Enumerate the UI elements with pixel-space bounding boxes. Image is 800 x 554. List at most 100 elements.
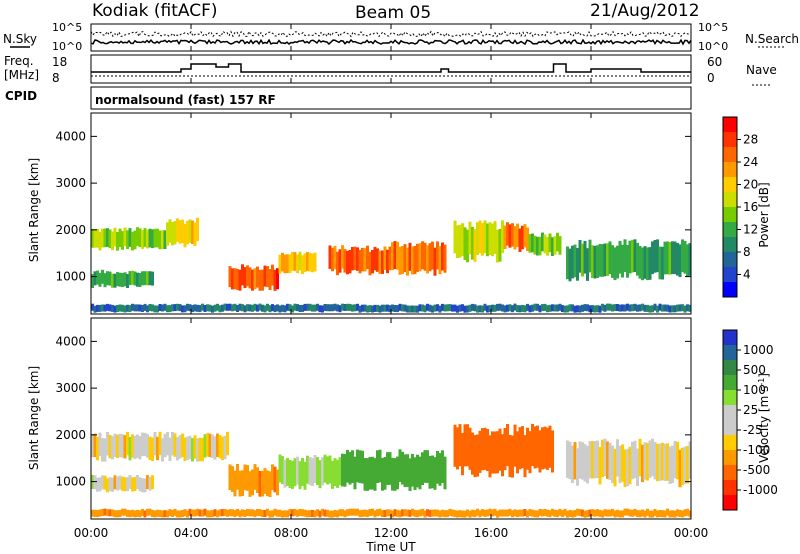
heat-cell-7-11 [118,510,122,518]
heat-cell-4-31 [418,456,422,490]
heat-cell-11-225 [653,303,657,311]
colorbar-swatch [723,375,737,391]
heat-cell-8-4 [513,226,517,250]
heat-cell-7-46 [206,510,209,518]
heat-cell-11-32 [171,304,174,312]
heat-cell-0-34 [176,437,179,461]
date-title: 21/Aug/2012 [590,1,700,21]
colorbar-swatch [723,252,737,268]
heat-cell-6-42 [671,445,674,483]
heat-cell-7-77 [283,510,287,518]
heat-cell-6-34 [651,438,654,477]
heat-cell-7-48 [211,510,214,518]
heat-cell-11-85 [303,303,307,311]
heat-cell-11-216 [631,304,634,312]
heat-cell-3-24 [338,457,342,486]
heat-cell-6-15 [428,243,432,272]
heat-cell-11-81 [293,303,297,311]
heat-cell-5-31 [531,423,534,466]
heat-cell-4-9 [301,255,304,274]
heat-cell-7-123 [398,510,402,518]
velocity-heatmap [91,423,692,518]
heat-cell-11-25 [153,305,157,313]
heat-cell-9-5 [541,232,544,252]
heat-cell-11-4 [101,304,104,312]
heat-cell-11-101 [343,304,347,311]
heat-cell-0-1 [93,433,97,458]
heat-cell-7-49 [213,509,217,517]
heat-cell-11-54 [226,303,229,311]
heat-cell-4-29 [413,457,417,490]
heat-cell-7-94 [326,509,329,517]
heat-cell-3-2 [233,268,237,290]
heat-cell-10-13 [598,244,602,277]
heat-cell-11-75 [278,305,282,313]
heat-cell-7-232 [671,510,674,518]
heat-cell-11-171 [518,305,522,313]
heat-cell-4-13 [311,253,314,273]
heat-cell-7-129 [413,509,417,517]
heat-cell-7-9 [476,222,479,255]
heat-cell-5-9 [351,247,354,271]
heat-cell-7-20 [141,508,144,516]
heat-cell-0-18 [136,434,139,458]
heat-cell-7-79 [288,509,292,516]
heat-cell-2-3 [98,272,102,287]
heat-cell-7-36 [181,510,184,517]
heat-cell-7-163 [498,509,502,517]
heat-cell-11-180 [541,304,544,312]
heat-cell-7-228 [661,510,664,518]
heat-cell-11-43 [198,305,202,313]
heat-cell-4-5 [353,456,357,490]
heat-cell-11-3 [98,304,102,312]
heat-cell-5-5 [341,245,344,269]
heat-cell-10-48 [686,244,689,277]
heat-cell-11-118 [386,304,389,312]
heat-cell-11-166 [506,304,509,312]
heat-cell-11-131 [418,304,422,312]
heat-cell-6-12 [421,241,424,270]
heat-cell-11-120 [391,304,394,312]
heat-cell-11-83 [298,305,302,312]
heat-cell-9-9 [551,237,554,256]
heat-cell-0-12 [121,434,124,458]
heat-cell-7-162 [496,510,499,518]
heat-cell-11-134 [426,303,429,311]
heat-cell-11-218 [636,304,639,312]
heat-cell-11-107 [358,305,362,313]
colorbar-tick-label: 1000 [743,343,774,357]
heat-cell-3-0 [228,266,232,288]
heat-cell-7-101 [343,510,347,518]
heat-cell-6-32 [646,443,649,481]
time-axis-title: Time UT [365,540,416,554]
colorbar-swatch [723,207,737,223]
heat-cell-11-129 [413,305,417,313]
heat-cell-6-29 [638,438,642,477]
heat-cell-10-8 [586,248,589,281]
heat-cell-6-48 [686,446,689,484]
heat-cell-7-175 [528,509,532,516]
colorbar-swatch [723,360,737,376]
heat-cell-4-10 [366,458,369,491]
heat-cell-7-64 [251,509,254,517]
heat-cell-1-21 [143,478,147,493]
heat-cell-11-53 [223,303,227,311]
heat-cell-6-35 [653,442,657,480]
heat-cell-4-26 [406,454,409,487]
heat-cell-5-12 [358,249,362,274]
heat-cell-11-45 [203,305,207,312]
heat-cell-4-40 [441,450,444,483]
heat-cell-7-13 [486,223,489,257]
heat-cell-6-20 [616,439,619,477]
heat-cell-11-189 [563,305,567,313]
heat-cell-7-216 [631,509,634,517]
heat-cell-7-190 [566,510,569,518]
heat-cell-3-7 [246,265,249,287]
heat-cell-7-182 [546,509,549,517]
heat-cell-7-38 [186,510,189,518]
heat-cell-1-16 [131,477,134,492]
heat-cell-7-57 [233,510,237,518]
heat-cell-5-2 [458,424,462,467]
colorbar-swatch [723,147,737,163]
heat-cell-7-31 [168,509,172,517]
